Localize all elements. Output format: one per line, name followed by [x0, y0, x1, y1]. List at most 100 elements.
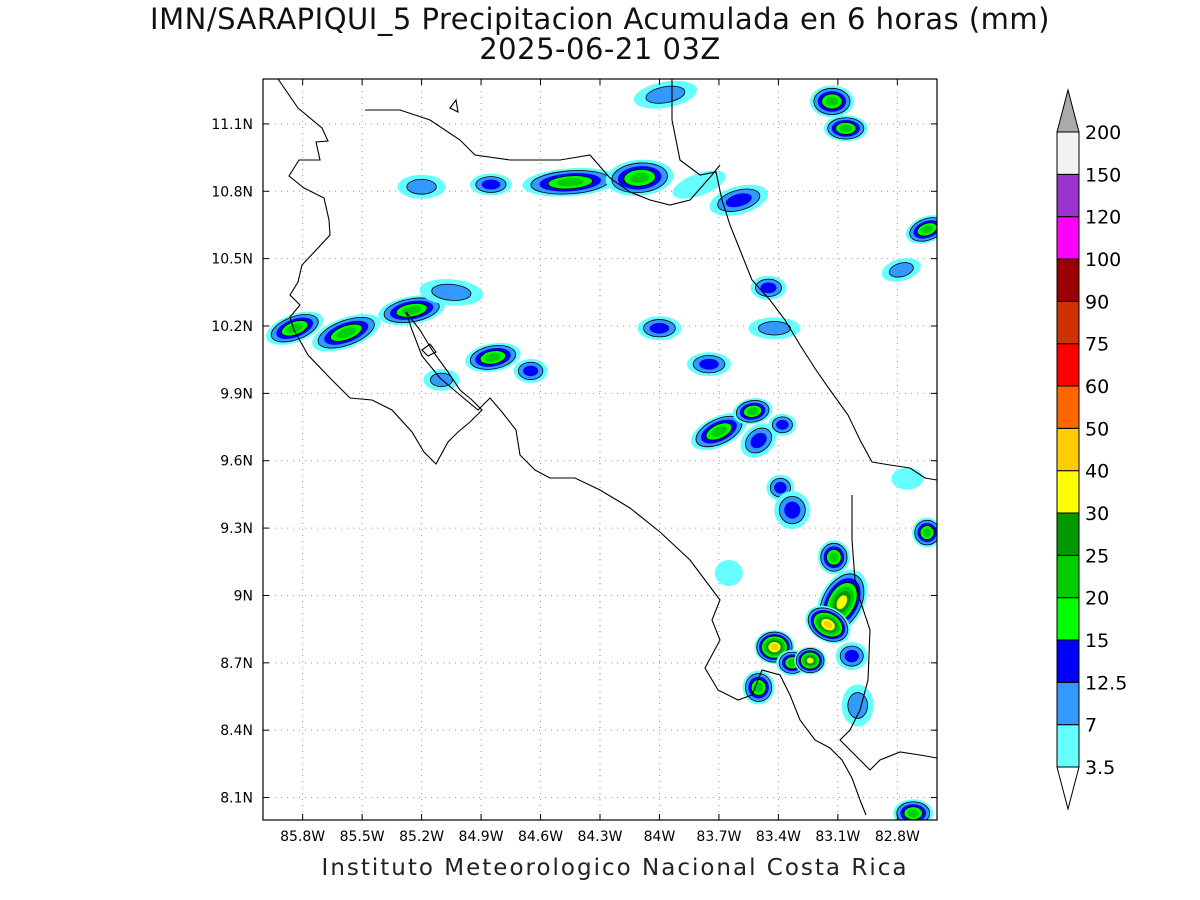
precip-cell [672, 170, 726, 199]
precip-cell [817, 540, 850, 575]
map-footer: Instituto Meteorologico Nacional Costa R… [321, 855, 909, 881]
colorbar-label: 90 [1085, 291, 1109, 313]
precip-cell [469, 173, 512, 196]
precip-cell [687, 352, 732, 377]
precip-contour-20 [922, 528, 932, 537]
lat-tick-label: 10.2N [211, 319, 253, 335]
precip-field [266, 80, 937, 820]
coastline-caribbean-north [277, 79, 331, 331]
lon-tick-label: 82.8W [875, 829, 920, 845]
lon-tick-label: 84.3W [577, 829, 622, 845]
lon-tick-label: 83.1W [815, 829, 860, 845]
lon-tick-label: 84.9W [459, 829, 504, 845]
precip-contour-20 [336, 327, 357, 339]
precip-contour-3.5 [891, 467, 924, 490]
colorbar-label: 7 [1085, 715, 1097, 737]
lat-tick-label: 10.8N [211, 184, 253, 200]
precip-contour-12.5 [784, 501, 801, 519]
precip-contour-20 [286, 323, 303, 334]
precip-contour-40 [823, 621, 833, 629]
precip-cell [794, 646, 827, 675]
colorbar-label: 50 [1085, 418, 1109, 440]
colorbar-label: 40 [1085, 461, 1109, 483]
colorbar-low-arrow [1056, 766, 1080, 811]
colorbar-label: 150 [1085, 164, 1121, 186]
precip-contour-20 [829, 552, 839, 563]
map-background [263, 79, 937, 820]
colorbar-label: 20 [1085, 588, 1109, 610]
lat-tick-label: 11.1N [211, 117, 253, 133]
precip-contour-20 [839, 124, 853, 133]
precip-cell [633, 80, 698, 109]
precip-cell [465, 342, 521, 373]
precip-contour-12.5 [649, 322, 670, 334]
lat-tick-label: 9N [234, 588, 253, 604]
colorbar-segment [1056, 258, 1080, 302]
island-1 [421, 343, 437, 357]
coastline [277, 79, 937, 816]
precip-cell [740, 423, 777, 458]
lon-tick-label: 83.7W [696, 829, 741, 845]
colorbar-label: 100 [1085, 249, 1121, 271]
colorbar-segment [1056, 470, 1080, 514]
colorbar-label: 3.5 [1085, 757, 1115, 779]
precip-contour-3.5 [672, 170, 726, 199]
precip-cell [378, 295, 446, 326]
precip-contour-7 [888, 262, 914, 278]
precip-cell [742, 670, 775, 705]
lat-tick-labels: 11.1N 10.8N 10.5N 10.2N 9.9N 9.6N 9.3N 9N 8.7N 8.… [211, 117, 937, 807]
lat-tick-label: 9.9N [220, 386, 253, 402]
lat-tick-label: 8.4N [220, 723, 253, 739]
lat-tick-label: 9.3N [220, 521, 253, 537]
colorbar-high-arrow [1056, 88, 1080, 133]
island-2 [449, 98, 459, 113]
precip-contour-7 [406, 178, 437, 195]
precip-cell [266, 311, 324, 345]
precip-cell [714, 560, 743, 586]
precip-contour-7 [758, 321, 791, 336]
precip-contour-7 [645, 85, 686, 104]
colorbar-segment [1056, 681, 1080, 726]
precip-cell [841, 684, 874, 727]
precip-contour-12.5 [844, 649, 859, 663]
lat-tick-label: 10.5N [211, 252, 253, 268]
colorbar-segment [1056, 173, 1080, 218]
colorbar-segment [1056, 512, 1080, 556]
lat-tick-label: 8.1N [220, 791, 253, 807]
colorbar-segment [1056, 300, 1080, 345]
precip-cell [397, 174, 446, 199]
colorbar-segment [1056, 639, 1080, 683]
border-north [365, 109, 721, 206]
precip-cell [912, 517, 937, 548]
colorbar: 3.5 7 12.5 15 20 25 30 40 50 60 75 90 100 120 150 200 [1056, 88, 1127, 811]
colorbar-segment [1056, 216, 1080, 260]
lon-tick-label: 83.4W [756, 829, 801, 845]
lon-tick-label: 84W [644, 829, 676, 845]
colorbar-label: 15 [1085, 630, 1109, 652]
precip-cell [768, 413, 797, 436]
precip-contour-20 [825, 96, 839, 107]
precip-cell [905, 215, 937, 244]
colorbar-segment [1056, 385, 1080, 429]
precip-contour-40 [770, 643, 779, 651]
colorbar-label: 200 [1085, 122, 1121, 144]
colorbar-segment [1056, 554, 1080, 599]
precip-cell [809, 85, 854, 118]
precip-contour-20 [556, 178, 584, 187]
precip-cell [881, 258, 921, 282]
precip-cell [522, 167, 619, 197]
precip-cell [774, 491, 811, 530]
precip-cell [513, 358, 548, 383]
lon-tick-label: 85.8W [280, 829, 325, 845]
precip-cell [637, 316, 682, 341]
precip-contour-30 [806, 657, 814, 664]
precip-cell [312, 314, 381, 352]
precip-contour-12.5 [776, 419, 789, 430]
precip-contour-20 [629, 172, 650, 183]
precip-cell [748, 317, 801, 340]
lat-tick-label: 8.7N [220, 656, 253, 672]
lon-tick-label: 85.2W [399, 829, 444, 845]
precip-contour-12.5 [725, 193, 752, 208]
colorbar-label: 60 [1085, 376, 1109, 398]
